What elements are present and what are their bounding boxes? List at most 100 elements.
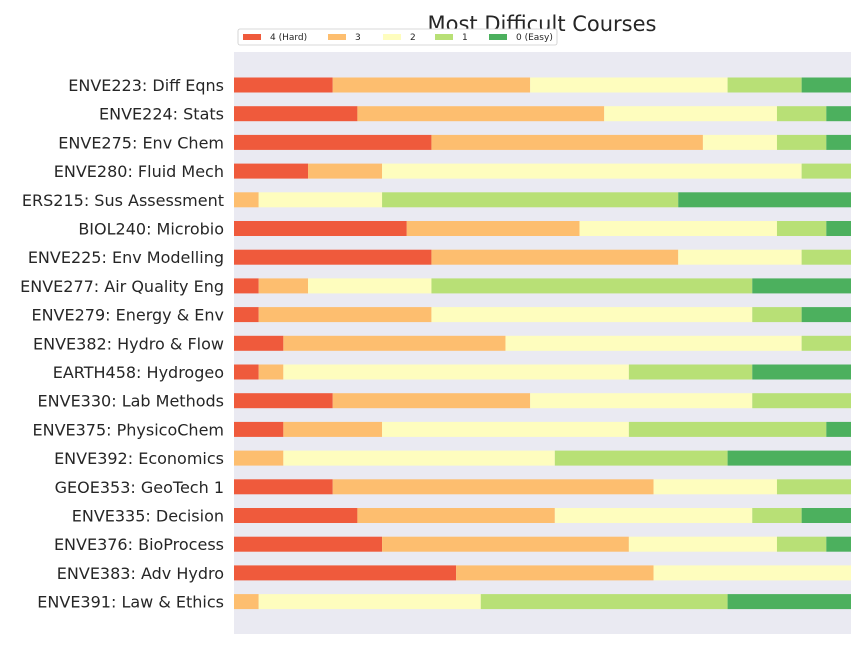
legend-label: 0 (Easy) <box>516 33 553 43</box>
bar-segment <box>752 307 802 323</box>
bar-segment <box>826 221 851 236</box>
bar-segment <box>234 450 284 466</box>
bar-segment <box>801 307 851 323</box>
y-tick-label: ENVE224: Stats <box>99 105 224 124</box>
y-tick-label: ENVE375: PhysicoChem <box>32 420 224 439</box>
bar-segment <box>283 364 629 380</box>
bar-segment <box>234 594 259 610</box>
bar-segment <box>678 192 851 208</box>
bar-segment <box>234 77 333 93</box>
bar-segment <box>653 479 777 495</box>
bar-segment <box>826 421 851 437</box>
bar-segment <box>752 508 802 523</box>
bar-segment <box>801 508 851 523</box>
legend-swatch <box>328 34 346 40</box>
bars-group <box>234 77 851 610</box>
bar-segment <box>801 163 851 179</box>
bar-segment <box>826 134 851 150</box>
y-tick-label: GEOE353: GeoTech 1 <box>55 478 224 497</box>
bar-segment <box>234 221 407 236</box>
bar-segment <box>382 421 629 437</box>
bar-segment <box>826 106 851 122</box>
bar-segment <box>258 364 284 380</box>
bar-segment <box>801 335 851 351</box>
bar-segment <box>234 278 259 294</box>
bar-segment <box>258 307 432 323</box>
bar-segment <box>234 163 309 179</box>
bar-segment <box>234 335 284 351</box>
bar-segment <box>308 163 383 179</box>
bar-segment <box>258 594 481 610</box>
y-tick-label: ENVE382: Hydro & Flow <box>33 334 224 353</box>
legend-label: 4 (Hard) <box>270 33 307 43</box>
bar-segment <box>332 393 531 409</box>
y-tick-label: EARTH458: Hydrogeo <box>53 363 224 382</box>
bar-segment <box>776 536 827 552</box>
bar-segment <box>530 393 753 409</box>
legend-label: 2 <box>410 33 416 43</box>
y-tick-label: BIOL240: Microbio <box>78 220 224 239</box>
bar-segment <box>653 565 851 581</box>
bar-segment <box>678 249 802 265</box>
bar-segment <box>382 163 802 179</box>
y-tick-label: ENVE277: Air Quality Eng <box>20 277 224 296</box>
bar-segment <box>234 508 358 523</box>
bar-segment <box>283 421 383 437</box>
bar-segment <box>234 479 333 495</box>
bar-segment <box>308 278 432 294</box>
bar-segment <box>776 221 827 236</box>
legend-swatch <box>243 34 261 40</box>
bar-segment <box>283 335 506 351</box>
bar-segment <box>752 364 851 380</box>
bar-segment <box>727 594 851 610</box>
bar-segment <box>801 249 851 265</box>
bar-segment <box>554 450 728 466</box>
bar-segment <box>382 192 679 208</box>
y-tick-label: ENVE275: Env Chem <box>58 133 224 152</box>
y-tick-label: ENVE280: Fluid Mech <box>54 162 224 181</box>
bar-segment <box>776 106 827 122</box>
bar-segment <box>456 565 654 581</box>
bar-segment <box>776 479 851 495</box>
bar-segment <box>234 249 432 265</box>
bar-segment <box>801 77 851 93</box>
bar-segment <box>628 421 827 437</box>
bar-segment <box>357 106 605 122</box>
bar-segment <box>258 278 309 294</box>
bar-segment <box>234 393 333 409</box>
legend-label: 1 <box>462 33 468 43</box>
y-tick-label: ENVE223: Diff Eqns <box>68 76 224 95</box>
bar-segment <box>727 450 851 466</box>
bar-segment <box>628 364 753 380</box>
bar-segment <box>752 393 851 409</box>
bar-segment <box>283 450 555 466</box>
bar-segment <box>505 335 802 351</box>
legend-items: 4 (Hard) 3 2 1 0 (Easy) <box>243 33 553 43</box>
bar-segment <box>628 536 777 552</box>
y-tick-label: ENVE392: Economics <box>54 449 224 468</box>
legend-swatch <box>383 34 401 40</box>
bar-segment <box>234 106 358 122</box>
y-tick-label: ENVE376: BioProcess <box>54 535 224 554</box>
bar-segment <box>332 77 531 93</box>
bar-segment <box>406 221 580 236</box>
bar-segment <box>579 221 777 236</box>
bar-segment <box>234 307 259 323</box>
legend-label: 3 <box>355 33 361 43</box>
y-tick-label: ENVE225: Env Modelling <box>28 248 224 267</box>
y-tick-label: ENVE335: Decision <box>72 507 224 526</box>
bar-segment <box>332 479 654 495</box>
bar-segment <box>234 536 383 552</box>
legend: 4 (Hard) 3 2 1 0 (Easy) <box>237 28 558 46</box>
bar-segment <box>234 421 284 437</box>
bar-segment <box>234 364 259 380</box>
bar-segment <box>826 536 851 552</box>
bar-segment <box>702 134 777 150</box>
bar-segment <box>382 536 629 552</box>
bar-segment <box>431 134 703 150</box>
bar-segment <box>776 134 827 150</box>
legend-swatch <box>489 34 507 40</box>
y-tick-label: ENVE391: Law & Ethics <box>37 593 224 612</box>
bar-segment <box>258 192 383 208</box>
